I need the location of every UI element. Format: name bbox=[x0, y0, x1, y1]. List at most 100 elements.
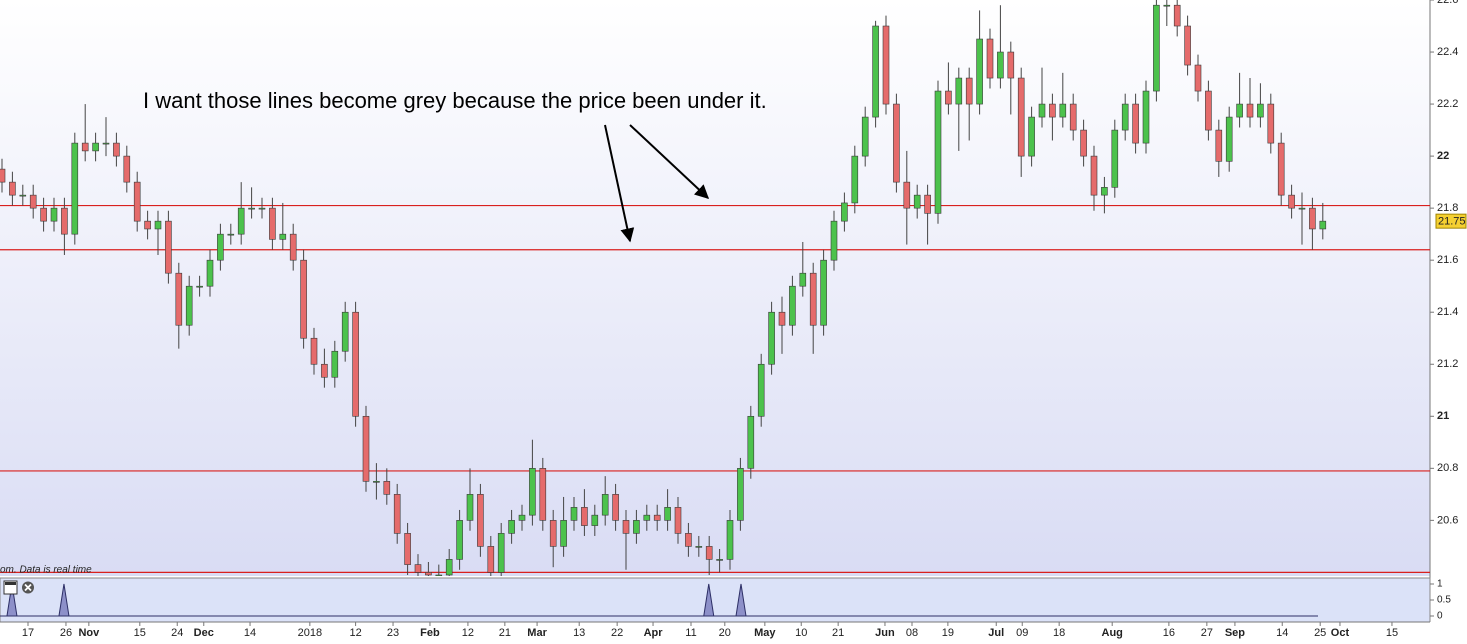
candle-body bbox=[300, 259, 307, 339]
candle-body bbox=[924, 194, 931, 214]
x-tick-label: 16 bbox=[1163, 627, 1175, 639]
candle-body bbox=[997, 51, 1004, 79]
candle-body bbox=[1090, 155, 1098, 196]
candle-body bbox=[882, 25, 890, 105]
candle-body bbox=[165, 220, 172, 274]
x-tick-label: 24 bbox=[171, 627, 183, 639]
candle-body bbox=[237, 207, 245, 235]
candle-body bbox=[643, 514, 651, 521]
indicator-tick-label: 0.5 bbox=[1437, 595, 1451, 606]
x-axis-background bbox=[0, 622, 1467, 644]
candle-body bbox=[19, 194, 27, 197]
indicator-panel bbox=[0, 577, 1431, 623]
x-tick-label: 21 bbox=[499, 627, 511, 639]
candle-body bbox=[1288, 194, 1295, 209]
candle-body bbox=[622, 520, 630, 534]
x-tick-label: Aug bbox=[1102, 627, 1123, 639]
candle-body bbox=[1236, 103, 1243, 118]
candle-body bbox=[196, 285, 203, 288]
candle-body bbox=[955, 77, 963, 105]
candle-body bbox=[1184, 25, 1191, 66]
candle-body bbox=[393, 494, 401, 534]
candle-body bbox=[1007, 51, 1015, 79]
y-tick-label: 20.8 bbox=[1437, 462, 1458, 474]
x-tick-label: 27 bbox=[1201, 627, 1213, 639]
candle-body bbox=[414, 564, 422, 573]
candle-body bbox=[830, 220, 838, 261]
candle-body bbox=[705, 546, 713, 560]
candle-body bbox=[1038, 103, 1046, 118]
candle-body bbox=[893, 103, 900, 183]
x-tick-label: Feb bbox=[420, 627, 440, 639]
candle-body bbox=[820, 259, 827, 326]
x-tick-label: 15 bbox=[134, 627, 146, 639]
candle-body bbox=[612, 494, 619, 521]
indicator-tick-label: 1 bbox=[1437, 579, 1443, 590]
candle-body bbox=[841, 202, 848, 222]
candle-body bbox=[206, 259, 214, 287]
x-tick-label: 18 bbox=[1053, 627, 1065, 639]
x-tick-label: 17 bbox=[22, 627, 34, 639]
candle-body bbox=[1277, 142, 1285, 196]
candle-body bbox=[383, 481, 391, 495]
candle-body bbox=[809, 272, 817, 326]
candle-body bbox=[175, 272, 183, 326]
candle-body bbox=[965, 77, 973, 105]
candle-body bbox=[674, 507, 682, 534]
axes: 20.6 20.8 21 21.2 21.4 21.6 21.8 22 22.2 22.4 22.6… bbox=[22, 0, 1467, 639]
candle-body bbox=[352, 311, 359, 417]
x-tick-label: 19 bbox=[942, 627, 954, 639]
candle-body bbox=[133, 181, 141, 222]
candle-body bbox=[633, 520, 640, 534]
candle-body bbox=[778, 311, 786, 326]
candle-body bbox=[903, 181, 911, 209]
candle-body bbox=[50, 207, 58, 222]
candle-body bbox=[1246, 103, 1254, 118]
candle-body bbox=[1163, 4, 1171, 7]
y-tick-label: 21.2 bbox=[1437, 358, 1458, 370]
candle-body bbox=[508, 520, 515, 534]
candle-body bbox=[747, 415, 755, 469]
candle-body bbox=[976, 38, 983, 105]
last-price-label: 21.75 bbox=[1438, 216, 1466, 228]
candle-body bbox=[570, 507, 578, 521]
x-tick-label: Mar bbox=[527, 627, 547, 639]
candle-body bbox=[549, 520, 557, 547]
x-tick-label: Jun bbox=[875, 627, 895, 639]
candle-body bbox=[92, 142, 99, 152]
candle-body bbox=[310, 337, 318, 365]
candle-body bbox=[1059, 103, 1067, 118]
candle-body bbox=[518, 514, 526, 521]
plot-area bbox=[0, 0, 1430, 576]
x-tick-label: 26 bbox=[60, 627, 72, 639]
indicator-area bbox=[0, 583, 1318, 617]
x-tick-label: 12 bbox=[349, 627, 361, 639]
candle-body bbox=[653, 514, 661, 521]
x-tick-label: Sep bbox=[1225, 627, 1245, 639]
candle-body bbox=[61, 207, 68, 235]
x-tick-label: 11 bbox=[685, 627, 696, 639]
candle-body bbox=[477, 494, 484, 547]
candle-body bbox=[289, 233, 297, 261]
indicator-tick-label: 0 bbox=[1437, 611, 1443, 622]
candle-body bbox=[258, 207, 266, 210]
x-tick-label: 22 bbox=[611, 627, 623, 639]
close-icon-x bbox=[24, 583, 32, 592]
candle-body bbox=[768, 311, 775, 365]
y-tick-label: 20.6 bbox=[1437, 514, 1458, 526]
candle-body bbox=[601, 494, 609, 516]
candle-body bbox=[695, 546, 703, 548]
candle-body bbox=[466, 494, 474, 521]
candle-body bbox=[1142, 90, 1150, 144]
y-tick-label: 21 bbox=[1437, 410, 1449, 422]
x-tick-label: 23 bbox=[387, 627, 399, 639]
annotation: I want those lines become grey because t… bbox=[143, 88, 767, 113]
candle-body bbox=[456, 520, 463, 560]
x-tick-label: 13 bbox=[573, 627, 585, 639]
candle-body bbox=[1173, 4, 1181, 27]
candle-body bbox=[1121, 103, 1129, 131]
candle-body bbox=[154, 220, 162, 230]
candle-body bbox=[1257, 103, 1264, 118]
axis-background bbox=[1430, 0, 1467, 644]
